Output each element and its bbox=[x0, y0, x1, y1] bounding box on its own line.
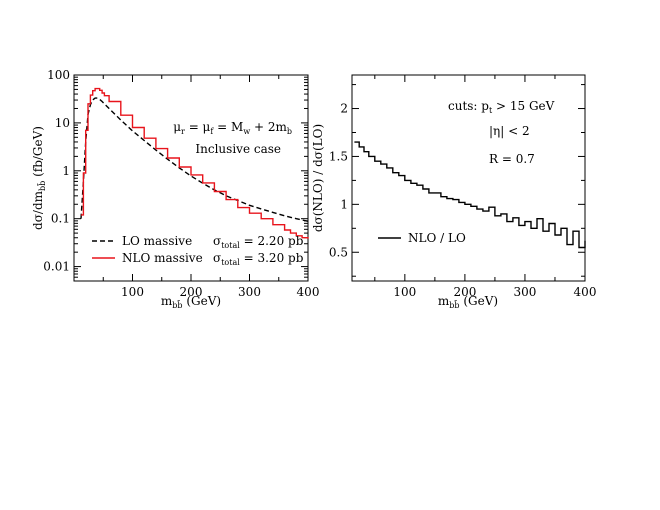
left-panel: 100 200 300 400 0.01 0.1 1 10 100 dσ/dmbb̄ (fb/G… bbox=[31, 68, 319, 310]
left-legend: LO massive σtotal = 2.20 pb NLO massive … bbox=[92, 234, 304, 267]
left-annotation-case: Inclusive case bbox=[195, 142, 281, 156]
right-annotation-r: R = 0.7 bbox=[489, 152, 535, 166]
right-ylabel: dσ(NLO) / dσ(LO) bbox=[311, 124, 325, 232]
x-tick-label: 400 bbox=[574, 285, 597, 299]
y-tick-label: 0.5 bbox=[329, 245, 348, 259]
x-tick-label: 100 bbox=[121, 285, 144, 299]
x-tick-label: 100 bbox=[393, 285, 416, 299]
legend-xsec-nlo: σtotal = 3.20 pb bbox=[213, 251, 304, 267]
right-annotation-cuts: cuts: pt > 15 GeV bbox=[448, 99, 555, 115]
right-legend: NLO / LO bbox=[378, 231, 466, 245]
right-plot-frame bbox=[351, 74, 586, 282]
y-tick-label: 10 bbox=[55, 116, 70, 130]
left-axis-ticks: 100 200 300 400 0.01 0.1 1 10 100 bbox=[43, 68, 319, 299]
legend-label-nlo: NLO massive bbox=[122, 251, 203, 265]
right-panel: 100 200 300 400 0.5 1 1.5 2 dσ(NLO) / dσ(LO) mb… bbox=[311, 74, 597, 310]
right-xlabel: mbb̄ (GeV) bbox=[438, 294, 498, 310]
left-ylabel: dσ/dmbb̄ (fb/GeV) bbox=[31, 126, 47, 230]
left-series-group bbox=[80, 87, 309, 239]
y-tick-label: 2 bbox=[340, 102, 348, 116]
y-tick-label: 0.01 bbox=[43, 260, 70, 274]
x-tick-label: 400 bbox=[297, 285, 320, 299]
x-tick-label: 300 bbox=[238, 285, 261, 299]
legend-label-ratio: NLO / LO bbox=[408, 231, 466, 245]
right-annotation-eta: |η| < 2 bbox=[489, 124, 530, 138]
series-line-1 bbox=[80, 97, 309, 222]
x-tick-label: 200 bbox=[180, 285, 203, 299]
legend-xsec-lo: σtotal = 2.20 pb bbox=[213, 234, 304, 250]
legend-label-lo: LO massive bbox=[122, 234, 192, 248]
y-tick-label: 0.1 bbox=[51, 212, 70, 226]
right-axis-ticks: 100 200 300 400 0.5 1 1.5 2 bbox=[329, 75, 597, 299]
left-annotation-scales: μr = μf = Mw + 2mb bbox=[173, 120, 292, 136]
y-tick-label: 1 bbox=[62, 164, 70, 178]
series-line-2 bbox=[81, 87, 309, 239]
y-tick-label: 100 bbox=[47, 68, 70, 82]
right-series-group bbox=[354, 141, 586, 249]
x-tick-label: 200 bbox=[453, 285, 476, 299]
series-line-1 bbox=[354, 141, 586, 249]
x-tick-label: 300 bbox=[513, 285, 536, 299]
left-xlabel: mbb̄ (GeV) bbox=[161, 294, 221, 310]
y-tick-label: 1.5 bbox=[329, 149, 348, 163]
y-tick-label: 1 bbox=[340, 197, 348, 211]
